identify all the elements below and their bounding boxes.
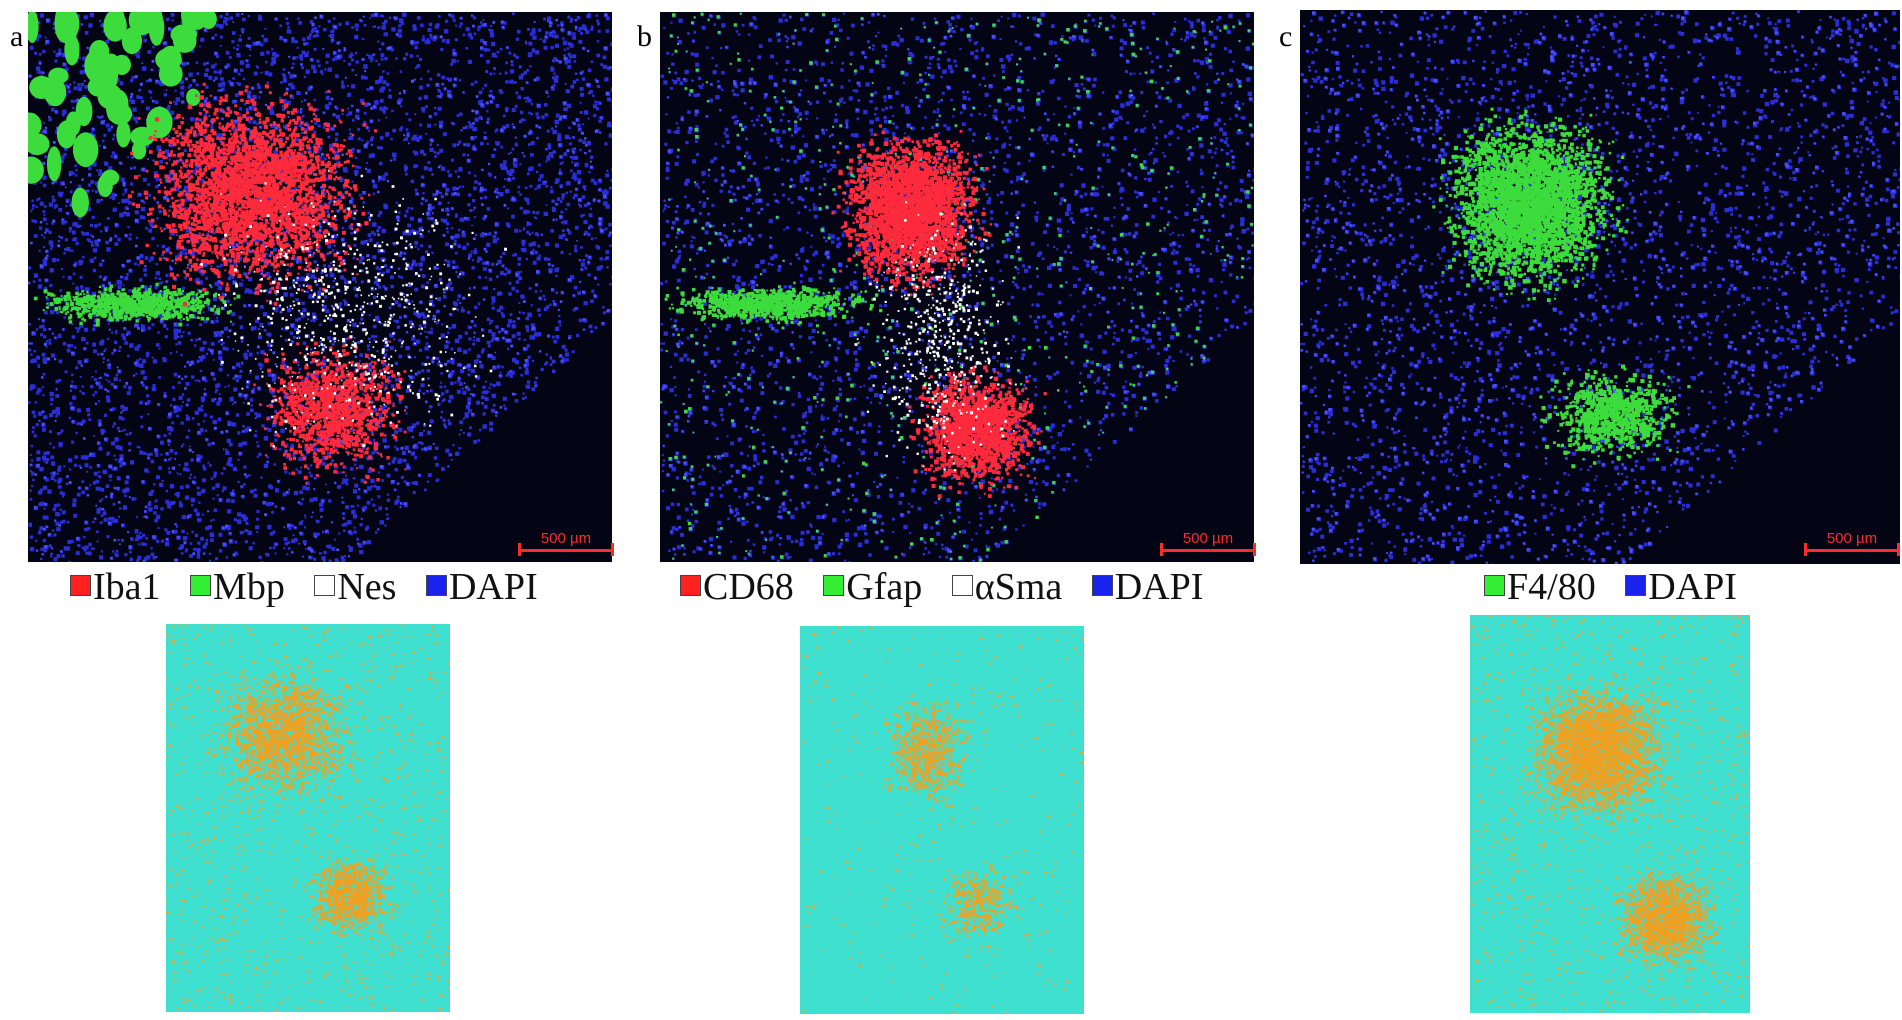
legend-a: Iba1 Mbp Nes DAPI <box>70 568 558 606</box>
heatmap-b <box>800 626 1084 1014</box>
legend-swatch <box>190 575 212 596</box>
panel-label-a: a <box>10 20 24 53</box>
legend-label: CD68 <box>703 566 794 608</box>
legend-swatch <box>70 575 91 596</box>
scale-bar-label-c: 500 µm <box>1826 530 1878 547</box>
legend-swatch <box>951 575 973 596</box>
panel-label-b: b <box>637 20 652 53</box>
heatmap-a <box>166 624 450 1012</box>
legend-label: αSma <box>974 566 1063 608</box>
micrograph-c <box>1300 10 1900 564</box>
legend-label: F4/80 <box>1507 566 1596 608</box>
legend-label: Mbp <box>213 566 285 608</box>
legend-swatch <box>1091 575 1113 596</box>
legend-entry: CD68 <box>680 568 794 606</box>
legend-label: DAPI <box>448 566 538 608</box>
legend-swatch <box>1625 575 1647 596</box>
legend-entry: Iba1 <box>70 568 161 606</box>
legend-entry: αSma <box>951 566 1063 608</box>
panel-label-c: c <box>1279 20 1293 53</box>
scale-bar-label-b: 500 µm <box>1182 530 1234 547</box>
scale-bar-c: 500 µm <box>1804 530 1900 556</box>
legend-swatch <box>680 575 701 596</box>
micrograph-b <box>660 12 1254 562</box>
micrograph-a <box>28 12 612 562</box>
legend-label: Iba1 <box>93 566 161 608</box>
legend-entry: Nes <box>314 568 396 606</box>
legend-swatch <box>823 575 845 596</box>
legend-label: Gfap <box>846 566 923 608</box>
legend-b: CD68 Gfap αSma DAPI <box>680 568 1223 606</box>
legend-swatch <box>425 575 447 596</box>
scale-bar-b: 500 µm <box>1160 530 1256 556</box>
legend-label: Nes <box>337 566 397 608</box>
legend-swatch <box>1484 575 1505 596</box>
legend-label: DAPI <box>1114 566 1204 608</box>
legend-label: DAPI <box>1648 566 1737 608</box>
scale-bar-a: 500 µm <box>518 530 614 556</box>
legend-entry: F4/80 <box>1484 568 1596 606</box>
legend-c: F4/80 DAPI <box>1484 568 1757 606</box>
heatmap-c <box>1470 615 1750 1013</box>
legend-entry: Gfap <box>823 568 922 606</box>
legend-entry: Mbp <box>190 568 285 606</box>
legend-entry: DAPI <box>425 566 538 608</box>
legend-entry: DAPI <box>1091 566 1204 608</box>
legend-swatch <box>314 575 336 596</box>
scale-bar-label-a: 500 µm <box>540 530 592 547</box>
legend-entry: DAPI <box>1625 568 1737 606</box>
